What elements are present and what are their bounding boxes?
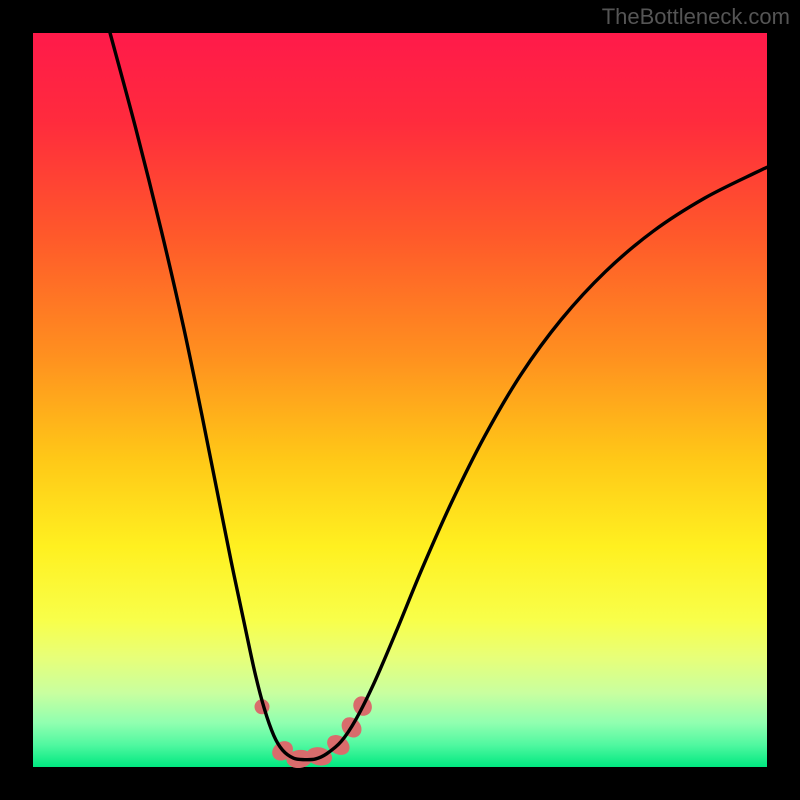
chart-container: TheBottleneck.com xyxy=(0,0,800,800)
bottleneck-chart xyxy=(0,0,800,800)
gradient-background xyxy=(33,33,767,767)
watermark-text: TheBottleneck.com xyxy=(602,4,790,30)
